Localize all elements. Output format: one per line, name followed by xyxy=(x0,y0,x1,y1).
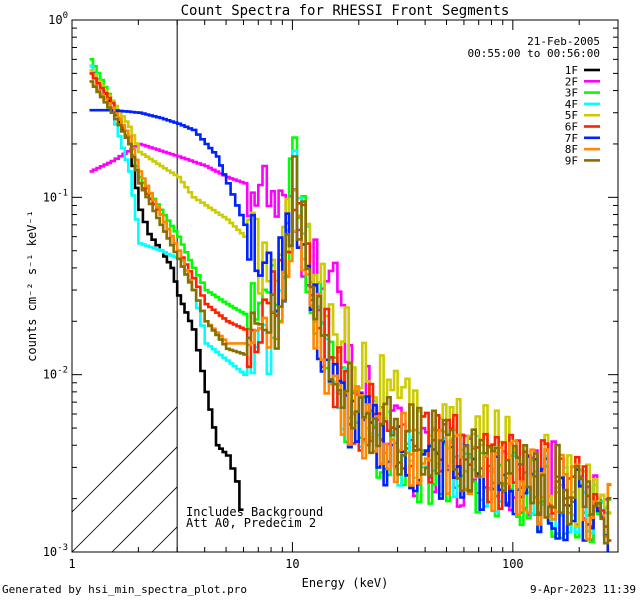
hatch-line xyxy=(72,446,178,552)
series-1F-line xyxy=(89,64,244,511)
x-axis-label: Energy (keV) xyxy=(302,576,389,590)
legend-label-3F: 3F xyxy=(565,87,578,100)
x-tick-label: 100 xyxy=(502,557,524,571)
footer-generated-by: Generated by hsi_min_spectra_plot.pro xyxy=(2,583,248,596)
y-tick-label: 10-2 xyxy=(43,366,68,382)
x-tick-label: 1 xyxy=(68,557,75,571)
plot-frame xyxy=(71,19,619,553)
x-tick-label: 10 xyxy=(285,557,299,571)
legend-time-range: 00:55:00 to 00:56:00 xyxy=(468,47,600,60)
y-tick-label: 10-3 xyxy=(43,543,68,559)
annotation-background: Includes Background xyxy=(186,505,323,519)
annotation-attenuator: Att A0, Predecim 2 xyxy=(186,516,316,530)
series-group xyxy=(89,58,612,552)
legend-label-4F: 4F xyxy=(565,98,578,111)
series-8F-line xyxy=(89,80,612,541)
legend-label-2F: 2F xyxy=(565,75,578,88)
legend-label-5F: 5F xyxy=(565,109,578,122)
legend-label-6F: 6F xyxy=(565,121,578,134)
hatched-region xyxy=(72,20,640,552)
legend-label-8F: 8F xyxy=(565,143,578,156)
legend-label-1F: 1F xyxy=(565,64,578,77)
chart-title: Count Spectra for RHESSI Front Segments xyxy=(181,3,510,19)
hatch-line xyxy=(632,20,640,552)
legend-label-9F: 9F xyxy=(565,154,578,167)
hatch-line xyxy=(592,20,640,552)
series-9F-line xyxy=(89,80,612,545)
y-tick-label: 100 xyxy=(48,11,68,27)
hatch-line xyxy=(72,406,178,513)
y-tick-label: 10-1 xyxy=(43,188,68,204)
legend-label-7F: 7F xyxy=(565,132,578,145)
legend-date: 21-Feb-2005 xyxy=(527,35,600,48)
footer-timestamp: 9-Apr-2023 11:39 xyxy=(530,583,636,596)
axis-ticks: 1 10 100 100 10-1 10-2 10-3 xyxy=(43,11,619,571)
y-axis-label: counts cm⁻² s⁻¹ keV⁻¹ xyxy=(25,210,39,362)
